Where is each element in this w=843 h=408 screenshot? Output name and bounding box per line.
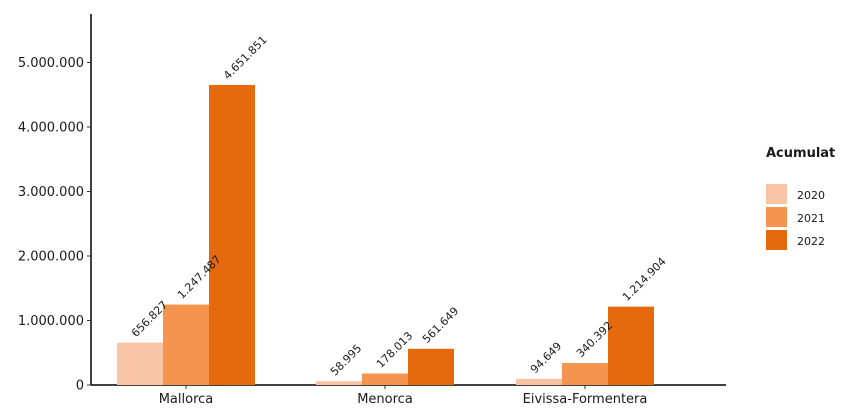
x-tick-label: Mallorca (159, 392, 214, 407)
y-tick-label: 1.000.000 (18, 314, 84, 329)
data-label: 1.214.904 (620, 255, 669, 304)
y-tick-label: 4.000.000 (18, 121, 84, 136)
legend-swatch (766, 207, 787, 227)
legend-label: 2021 (797, 212, 825, 225)
axes: 0 1.000.000 2.000.000 3.000.000 4.000.000 5.0… (18, 14, 726, 407)
y-tick-label: 2.000.000 (18, 250, 84, 265)
bar (163, 304, 209, 385)
x-tick-label: Eivissa-Formentera (523, 392, 648, 407)
bar (209, 84, 255, 385)
bar (316, 381, 362, 385)
legend-swatch (766, 184, 787, 204)
bar (516, 378, 562, 385)
y-tick-label: 0 (76, 379, 84, 394)
bar (362, 373, 408, 385)
legend: Acumulat 2020 2021 2022 (766, 146, 835, 250)
x-tick-label: Menorca (357, 392, 413, 407)
legend-title: Acumulat (766, 146, 835, 161)
data-label: 4.651.851 (221, 33, 270, 82)
data-label: 58.995 (328, 342, 364, 378)
bar (117, 342, 163, 385)
bars (117, 84, 654, 385)
legend-label: 2020 (797, 189, 825, 202)
bar (608, 306, 654, 385)
data-label: 561.649 (420, 305, 461, 346)
y-tick-label: 3.000.000 (18, 185, 84, 200)
bar (562, 363, 608, 385)
legend-swatch (766, 230, 787, 250)
bar (408, 348, 454, 385)
legend-label: 2022 (797, 235, 825, 248)
data-label: 94.649 (528, 340, 564, 376)
y-tick-label: 5.000.000 (18, 56, 84, 71)
